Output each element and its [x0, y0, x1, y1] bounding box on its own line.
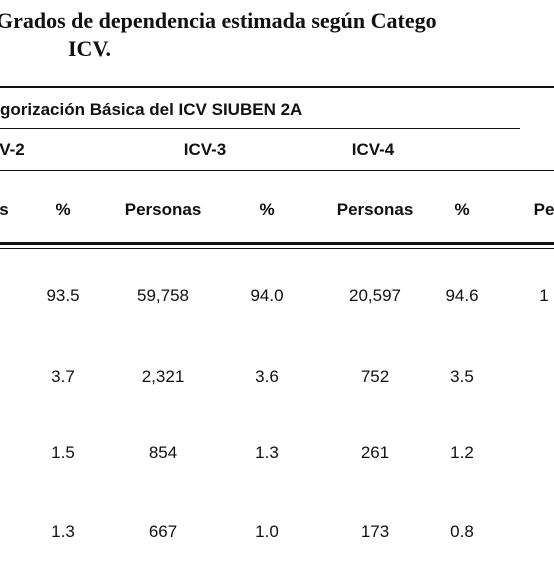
table-cell: 854 [148, 443, 178, 462]
table-cell: 94.6 [445, 286, 479, 305]
table-cell: 1.3 [51, 522, 75, 541]
table-cell: 1.2 [450, 443, 474, 462]
table-cell: 0.8 [450, 522, 474, 541]
table-cell: 3.5 [450, 367, 474, 386]
group-header: ICV-4 [351, 140, 395, 159]
rule [0, 170, 554, 171]
column-header: s [0, 200, 9, 219]
column-header: Personas [336, 200, 414, 219]
table-cell: 3.7 [51, 367, 75, 386]
table-cell: 1 [539, 286, 549, 305]
table-cell: 94.0 [250, 286, 284, 305]
table-cell: 3.6 [255, 367, 279, 386]
table-cell: 20,597 [349, 286, 401, 305]
rule [0, 248, 554, 249]
group-header: V-2 [0, 140, 25, 159]
table-cell: 2,321 [141, 367, 185, 386]
rule [0, 242, 554, 245]
column-header: Pe [533, 200, 554, 219]
table-cell: 173 [360, 522, 390, 541]
table-cell: 59,758 [137, 286, 189, 305]
group-header: ICV-3 [183, 140, 227, 159]
column-header: % [454, 200, 470, 219]
column-header: % [55, 200, 71, 219]
column-header: % [259, 200, 275, 219]
rule [0, 128, 520, 129]
title-line: Grados de dependencia estimada según Cat… [0, 8, 437, 33]
column-header: Personas [124, 200, 202, 219]
table-cell: 93.5 [46, 286, 80, 305]
super-header: gorización Básica del ICV SIUBEN 2A [0, 100, 303, 119]
table-cell: 667 [148, 522, 178, 541]
table-cell: 1.0 [255, 522, 279, 541]
table-cell: 1.3 [255, 443, 279, 462]
table-cell: 261 [360, 443, 390, 462]
table-cell: 1.5 [51, 443, 75, 462]
rule [0, 86, 554, 88]
table-cell: 752 [360, 367, 390, 386]
title-line: ICV. [68, 36, 112, 61]
